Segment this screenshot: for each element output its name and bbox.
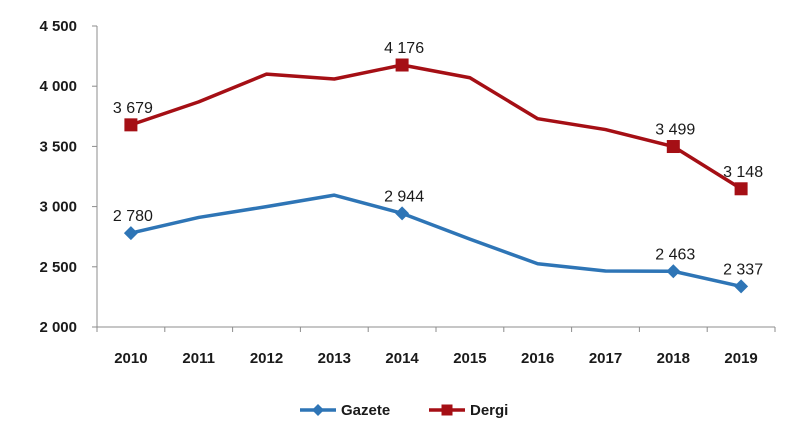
y-tick-label: 3 500 — [39, 138, 77, 155]
data-label-gazete: 2 337 — [723, 261, 763, 278]
y-tick-label: 4 500 — [39, 18, 77, 35]
x-tick-label: 2017 — [589, 350, 622, 367]
data-label-gazete: 2 944 — [384, 188, 424, 205]
y-tick-label: 3 000 — [39, 199, 77, 216]
x-axis-tick-labels: 2010 2011 2012 2013 2014 2015 2016 2017 2018 2019 — [114, 350, 758, 367]
series-lines — [130, 63, 743, 289]
legend-marker-gazete — [312, 404, 324, 416]
data-point-marker-dergi — [395, 58, 409, 72]
data-label-dergi: 3 499 — [655, 122, 695, 139]
x-tick-label: 2010 — [114, 350, 147, 367]
legend: Gazete Dergi — [300, 402, 508, 419]
data-label-gazete: 2 463 — [655, 246, 695, 263]
series-line-gazete — [130, 193, 742, 289]
y-tick-label: 2 000 — [39, 319, 77, 336]
data-point-marker-dergi — [734, 182, 748, 196]
series-markers — [123, 58, 749, 294]
data-point-marker-gazete — [666, 264, 681, 279]
data-label-dergi: 4 176 — [384, 40, 424, 57]
x-tick-label: 2014 — [385, 350, 419, 367]
data-labels: 2 780 2 944 2 463 2 337 3 679 4 176 3 499 3 148 — [113, 40, 763, 278]
y-tick-label: 2 500 — [39, 259, 77, 276]
x-tick-label: 2019 — [724, 350, 757, 367]
data-label-dergi: 3 679 — [113, 100, 153, 117]
legend-label-gazete: Gazete — [341, 402, 390, 419]
data-point-marker-dergi — [666, 140, 680, 154]
x-tick-label: 2018 — [657, 350, 690, 367]
data-point-marker-gazete — [734, 279, 749, 294]
chart-axes — [92, 25, 776, 332]
legend-marker-dergi — [441, 404, 453, 416]
x-tick-label: 2012 — [250, 350, 283, 367]
data-point-marker-gazete — [395, 206, 410, 221]
data-point-marker-dergi — [124, 118, 138, 132]
series-line-dergi — [130, 63, 743, 191]
data-point-marker-gazete — [123, 226, 138, 241]
y-axis-tick-labels: 2 000 2 500 3 000 3 500 4 000 4 500 — [39, 18, 77, 336]
x-tick-label: 2015 — [453, 350, 486, 367]
y-tick-label: 4 000 — [39, 78, 77, 95]
legend-label-dergi: Dergi — [470, 402, 508, 419]
x-tick-label: 2013 — [318, 350, 351, 367]
x-tick-label: 2011 — [182, 350, 215, 367]
data-label-dergi: 3 148 — [723, 164, 763, 181]
data-label-gazete: 2 780 — [113, 208, 153, 225]
x-tick-label: 2016 — [521, 350, 554, 367]
